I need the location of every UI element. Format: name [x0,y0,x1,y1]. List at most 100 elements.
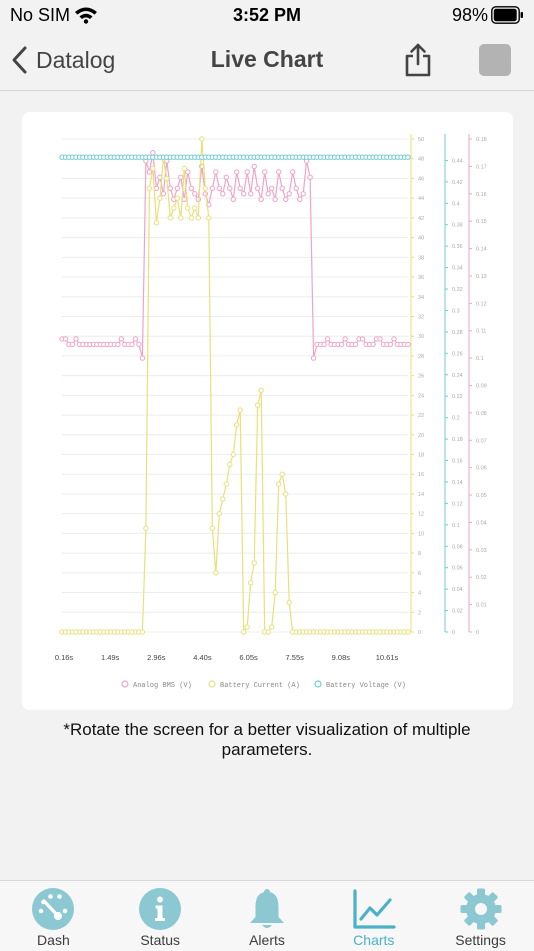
voltage-tick-label: 0 [452,630,455,636]
bms-tick-label: 0.14 [476,247,487,253]
legend-label: Battery Current (A) [220,682,300,690]
carrier-label: No SIM [10,5,71,25]
bms-data-point [237,185,243,192]
current-data-point [276,481,282,487]
bms-data-point [405,341,411,348]
legend-marker [208,680,216,688]
bms-data-point [342,336,348,342]
current-data-point [244,624,250,630]
bms-data-point [387,341,394,348]
bms-data-point [251,163,257,170]
battery-percent: 98% [451,5,488,25]
bms-data-point [136,341,142,348]
current-data-point [195,215,202,221]
tab-label: Settings [455,932,506,948]
tab-settings[interactable]: Settings [427,881,534,951]
current-data-point [227,461,233,468]
tab-label: Charts [353,932,395,948]
bms-data-point [359,336,366,342]
chart-icon [353,889,396,929]
gauge-icon [32,888,75,930]
bms-data-point [290,169,296,175]
bms-data-point [195,196,202,203]
voltage-tick-label: 0.06 [452,566,463,572]
bms-tick-label: 0.12 [476,301,487,307]
current-tick-label: 8 [418,551,421,557]
voltage-tick-label: 0.1 [452,523,460,529]
back-button[interactable]: Datalog [10,42,115,78]
bms-data-point [216,185,223,192]
bms-data-point [185,169,191,175]
bms-data-point [321,341,327,348]
x-tick-label: 7.55s [286,653,305,662]
bms-data-point [223,174,230,181]
bms-data-point [73,336,79,342]
legend-marker [314,680,322,688]
share-icon [405,43,431,77]
bms-tick-label: 0.1 [476,356,484,362]
bms-series-line [62,152,408,359]
current-data-point [199,136,205,142]
voltage-series [59,154,411,160]
clock: 3:52 PM [232,5,302,25]
tab-alerts[interactable]: Alerts [214,881,321,951]
current-tick-label: 38 [418,255,424,261]
bms-tick-label: 0.17 [476,164,487,170]
bms-data-point [269,185,275,192]
tab-dash[interactable]: Dash [0,881,107,951]
bms-data-point [370,341,376,348]
bms-data-point [227,185,233,192]
current-data-point [185,205,191,211]
current-data-point [258,387,264,394]
share-button[interactable] [403,43,433,82]
voltage-tick-label: 0.38 [452,223,463,229]
current-data-point [206,215,212,221]
voltage-tick-label: 0.12 [452,501,463,507]
bms-tick-label: 0.02 [476,575,487,581]
voltage-tick-label: 0.28 [452,330,463,336]
current-data-point [234,422,240,428]
tab-charts[interactable]: Charts [320,881,427,951]
stop-button[interactable] [479,44,511,76]
current-data-point [272,589,278,596]
status-bar: No SIM 3:52 PM 98% [0,0,534,32]
current-tick-label: 44 [418,196,424,202]
current-data-point [279,471,285,477]
current-tick-label: 22 [418,413,424,419]
bms-data-point [293,185,299,192]
tab-status[interactable]: Status [107,881,214,951]
current-series [59,136,411,635]
bms-data-point [248,191,254,197]
bms-tick-label: 0.18 [476,137,487,143]
bms-data-point [307,174,313,181]
bms-data-point [255,185,261,192]
bms-data-point [209,185,216,192]
bms-data-point [258,196,264,203]
bms-data-point [62,336,69,342]
bms-data-point [213,169,219,175]
current-tick-label: 26 [418,374,424,380]
chevron-left-icon [12,46,27,74]
current-data-point [192,205,198,211]
current-tick-label: 20 [418,433,424,439]
voltage-tick-label: 0.2 [452,416,460,422]
x-tick-label: 10.61s [376,653,399,662]
voltage-tick-label: 0.44 [452,158,463,164]
current-tick-label: 30 [418,334,424,340]
current-tick-label: 36 [418,275,424,281]
bms-data-point [352,341,359,348]
wifi-icon [75,7,97,24]
current-data-point [181,165,188,172]
bms-data-point [310,355,317,361]
bms-data-point [174,185,181,192]
info-icon [139,888,182,930]
bms-data-point [188,185,195,192]
current-data-point [286,599,292,606]
voltage-tick-label: 0.3 [452,308,460,314]
battery-icon [491,6,523,24]
bms-data-point [265,191,271,197]
current-data-point [139,629,146,635]
bms-tick-label: 0.16 [476,192,487,198]
bms-data-point [146,169,153,175]
bms-tick-label: 0.09 [476,384,487,390]
